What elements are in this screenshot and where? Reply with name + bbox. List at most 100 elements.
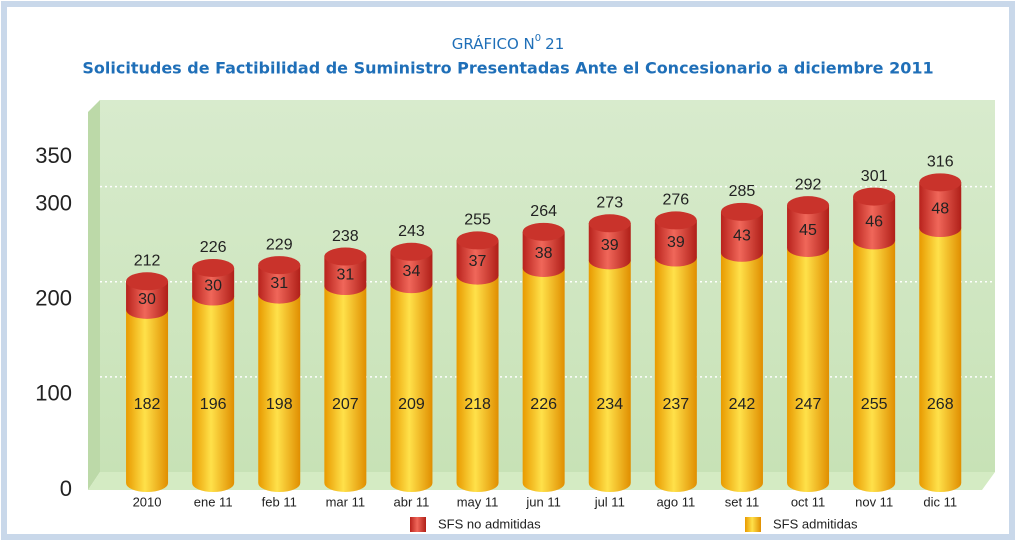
y-tick-label: 200 xyxy=(35,286,72,311)
bar-segment xyxy=(192,267,235,306)
y-tick-label: 350 xyxy=(35,143,72,168)
bar-top xyxy=(456,231,499,250)
x-tick-label: mar 11 xyxy=(326,494,366,509)
bar-segment xyxy=(787,247,830,492)
bar-segment xyxy=(456,275,499,492)
value-label: 196 xyxy=(200,396,227,413)
bar-segment xyxy=(720,252,763,492)
legend-label: SFS no admitidas xyxy=(438,516,541,531)
value-label: 30 xyxy=(138,291,156,308)
chart-kicker: GRÁFICO N0 21 xyxy=(452,33,565,53)
legend: SFS no admitidas SFS admitidas xyxy=(410,516,858,532)
bar-segment xyxy=(126,309,169,492)
value-label: 255 xyxy=(861,396,888,413)
bar-segment xyxy=(919,182,962,238)
x-tick-label: set 11 xyxy=(725,494,759,509)
bar-top xyxy=(324,247,367,266)
total-label: 301 xyxy=(861,168,888,185)
kicker-text: GRÁFICO N xyxy=(452,34,535,53)
value-label: 37 xyxy=(469,253,487,270)
value-label: 237 xyxy=(662,396,689,413)
value-label: 268 xyxy=(927,396,954,413)
value-label: 39 xyxy=(601,237,619,254)
bar-top xyxy=(588,214,631,233)
y-tick-label: 100 xyxy=(35,381,72,406)
legend-swatch xyxy=(410,517,426,532)
x-tick-label: feb 11 xyxy=(262,494,297,509)
x-tick-label: 2010 xyxy=(133,494,162,509)
value-label: 247 xyxy=(795,396,822,413)
total-label: 264 xyxy=(530,203,557,220)
value-label: 182 xyxy=(134,396,161,413)
x-tick-label: dic 11 xyxy=(923,494,957,509)
value-label: 30 xyxy=(204,277,222,294)
value-label: 207 xyxy=(332,396,359,413)
value-label: 39 xyxy=(667,234,685,251)
bar-segment xyxy=(126,281,169,319)
chart-title: Solicitudes de Factibilidad de Suministr… xyxy=(82,59,933,78)
bar-top xyxy=(654,211,697,230)
bar-segment xyxy=(258,265,301,304)
total-label: 292 xyxy=(795,176,822,193)
value-label: 38 xyxy=(535,245,553,262)
value-label: 46 xyxy=(865,214,883,231)
value-label: 226 xyxy=(530,396,557,413)
total-label: 243 xyxy=(398,223,425,240)
bar-segment xyxy=(390,284,433,492)
x-tick-label: nov 11 xyxy=(855,494,893,509)
total-label: 276 xyxy=(662,192,689,209)
bar-top xyxy=(787,196,830,215)
bar-top xyxy=(919,173,962,192)
bar-segment xyxy=(654,220,697,267)
x-tick-label: jun 11 xyxy=(525,494,560,509)
bar-segment xyxy=(919,228,962,492)
value-label: 198 xyxy=(266,396,293,413)
value-label: 31 xyxy=(270,275,288,292)
y-tick-label: 300 xyxy=(35,190,72,215)
bar-segment xyxy=(522,267,565,492)
bar-segment xyxy=(588,223,631,270)
value-label: 34 xyxy=(403,263,421,280)
x-tick-label: abr 11 xyxy=(393,494,429,509)
bar-top xyxy=(192,258,235,277)
total-label: 255 xyxy=(464,212,491,229)
bar-segment xyxy=(853,240,896,492)
bar-segment xyxy=(588,260,631,492)
total-label: 285 xyxy=(729,183,756,200)
bar-segment xyxy=(258,294,301,492)
bar-segment xyxy=(324,256,367,296)
bar-segment xyxy=(720,211,763,262)
total-label: 226 xyxy=(200,239,227,256)
value-label: 48 xyxy=(931,200,949,217)
value-label: 218 xyxy=(464,396,491,413)
bar-segment xyxy=(390,251,433,294)
total-label: 212 xyxy=(134,253,161,270)
x-tick-label: ago 11 xyxy=(656,494,695,509)
value-label: 209 xyxy=(398,396,425,413)
value-label: 43 xyxy=(733,228,751,245)
bar-segment xyxy=(192,296,235,492)
legend-swatch xyxy=(745,517,761,532)
kicker-sup: 0 xyxy=(535,33,541,44)
bar-top xyxy=(720,202,763,221)
bar-segment xyxy=(654,257,697,492)
side-wall xyxy=(88,100,100,490)
x-tick-label: oct 11 xyxy=(791,494,825,509)
x-tick-label: jul 11 xyxy=(594,494,625,509)
bar-segment xyxy=(456,240,499,285)
value-label: 31 xyxy=(336,267,354,284)
total-label: 273 xyxy=(596,194,623,211)
bar-segment xyxy=(853,196,896,250)
value-label: 234 xyxy=(596,396,623,413)
bar-top xyxy=(853,187,896,206)
bar-top xyxy=(390,242,433,261)
bar-top xyxy=(126,272,169,291)
bar-segment xyxy=(522,231,565,277)
total-label: 238 xyxy=(332,228,359,245)
y-tick-label: 0 xyxy=(60,476,72,501)
value-label: 45 xyxy=(799,222,817,239)
bar-top xyxy=(522,222,565,241)
total-label: 316 xyxy=(927,154,954,171)
